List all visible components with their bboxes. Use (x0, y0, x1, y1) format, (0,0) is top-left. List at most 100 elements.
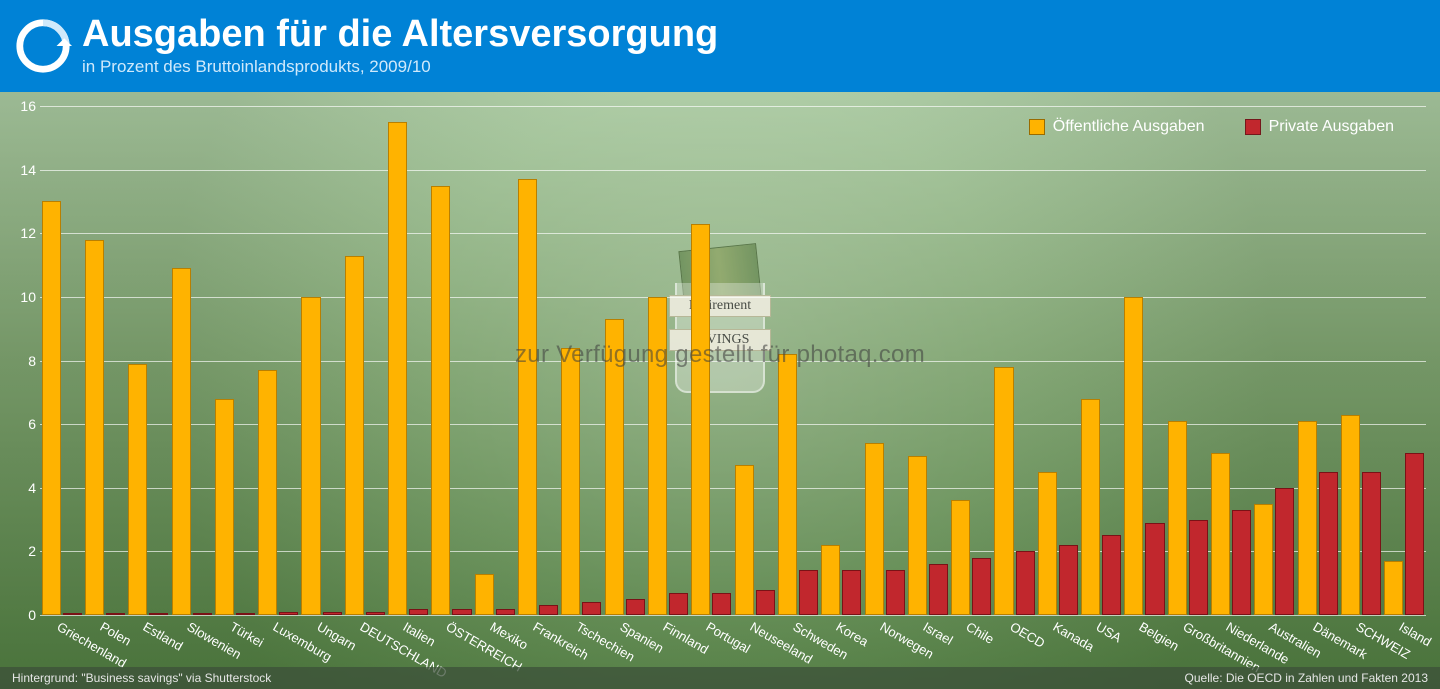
bar-group (83, 106, 126, 615)
bar-group (950, 106, 993, 615)
bar-public (1254, 504, 1273, 615)
bar-private (972, 558, 991, 615)
bar-public (431, 186, 450, 615)
y-tick-label: 4 (10, 480, 36, 496)
y-tick-label: 2 (10, 543, 36, 559)
bar-group (776, 106, 819, 615)
bar-private (669, 593, 688, 615)
bar-public (345, 256, 364, 615)
bar-group (257, 106, 300, 615)
bar-public (388, 122, 407, 615)
bar-public (1081, 399, 1100, 615)
bar-group (1080, 106, 1123, 615)
legend-swatch-private (1245, 119, 1261, 135)
bar-group (1253, 106, 1296, 615)
bar-public (1168, 421, 1187, 615)
bar-group (1166, 106, 1209, 615)
bar-group (516, 106, 559, 615)
oecd-logo-icon (14, 17, 72, 75)
page-title: Ausgaben für die Altersversorgung (82, 15, 718, 55)
bar-private (582, 602, 601, 615)
bar-private (929, 564, 948, 615)
bar-group (1383, 106, 1426, 615)
bar-group (560, 106, 603, 615)
bar-group (343, 106, 386, 615)
bar-private (886, 570, 905, 615)
bar-group (127, 106, 170, 615)
bar-public (1124, 297, 1143, 615)
bar-public (691, 224, 710, 615)
bar-group (170, 106, 213, 615)
legend: Öffentliche Ausgaben Private Ausgaben (1021, 114, 1402, 140)
bar-group (733, 106, 776, 615)
plot-area: 0246810121416 Öffentliche Ausgaben Priva… (40, 106, 1426, 615)
bar-public (215, 399, 234, 615)
x-label-text: USA (1094, 619, 1125, 645)
bar-public (518, 179, 537, 615)
bar-private (1189, 520, 1208, 615)
footer-right: Quelle: Die OECD in Zahlen und Fakten 20… (1185, 671, 1428, 685)
header: Ausgaben für die Altersversorgung in Pro… (0, 0, 1440, 92)
bar-private (842, 570, 861, 615)
bar-public (994, 367, 1013, 615)
footer-left: Hintergrund: "Business savings" via Shut… (12, 671, 271, 685)
legend-item-public: Öffentliche Ausgaben (1029, 118, 1205, 136)
bar-group (430, 106, 473, 615)
bar-group (213, 106, 256, 615)
bar-public (1211, 453, 1230, 615)
bar-public (172, 268, 191, 615)
legend-swatch-public (1029, 119, 1045, 135)
bar-group (1296, 106, 1339, 615)
bar-public (605, 319, 624, 615)
bar-private (712, 593, 731, 615)
bar-group (863, 106, 906, 615)
bar-public (475, 574, 494, 615)
bar-public (1038, 472, 1057, 615)
y-tick-label: 6 (10, 416, 36, 432)
bar-group (906, 106, 949, 615)
bar-private (799, 570, 818, 615)
bars-container (40, 106, 1426, 615)
y-tick-label: 14 (10, 162, 36, 178)
bar-private (539, 605, 558, 615)
bar-private (756, 590, 775, 615)
title-block: Ausgaben für die Altersversorgung in Pro… (82, 15, 718, 78)
bar-private (1319, 472, 1338, 615)
bar-private (1405, 453, 1424, 615)
bar-public (128, 364, 147, 615)
bar-group (387, 106, 430, 615)
bar-group (690, 106, 733, 615)
bar-group (473, 106, 516, 615)
bar-public (1384, 561, 1403, 615)
bar-public (951, 500, 970, 615)
bar-private (1059, 545, 1078, 615)
bar-private (626, 599, 645, 615)
bar-public (778, 354, 797, 615)
legend-label-public: Öffentliche Ausgaben (1053, 118, 1205, 136)
bar-public (821, 545, 840, 615)
bar-group (1339, 106, 1382, 615)
bar-public (561, 348, 580, 615)
bar-group (820, 106, 863, 615)
bar-public (85, 240, 104, 615)
bar-group (1036, 106, 1079, 615)
y-tick-label: 8 (10, 353, 36, 369)
y-tick-label: 0 (10, 607, 36, 623)
bar-public (648, 297, 667, 615)
bar-public (301, 297, 320, 615)
bar-group (603, 106, 646, 615)
bar-group (1209, 106, 1252, 615)
bar-public (735, 465, 754, 615)
bar-private (1275, 488, 1294, 615)
bar-private (1102, 535, 1121, 615)
bar-public (865, 443, 884, 615)
bar-public (42, 201, 61, 615)
bar-private (1145, 523, 1164, 615)
page-subtitle: in Prozent des Bruttoinlandsprodukts, 20… (82, 57, 718, 77)
bar-group (646, 106, 689, 615)
y-tick-label: 12 (10, 225, 36, 241)
bar-group (1123, 106, 1166, 615)
bar-group (993, 106, 1036, 615)
y-tick-label: 16 (10, 98, 36, 114)
page-root: Ausgaben für die Altersversorgung in Pro… (0, 0, 1440, 689)
